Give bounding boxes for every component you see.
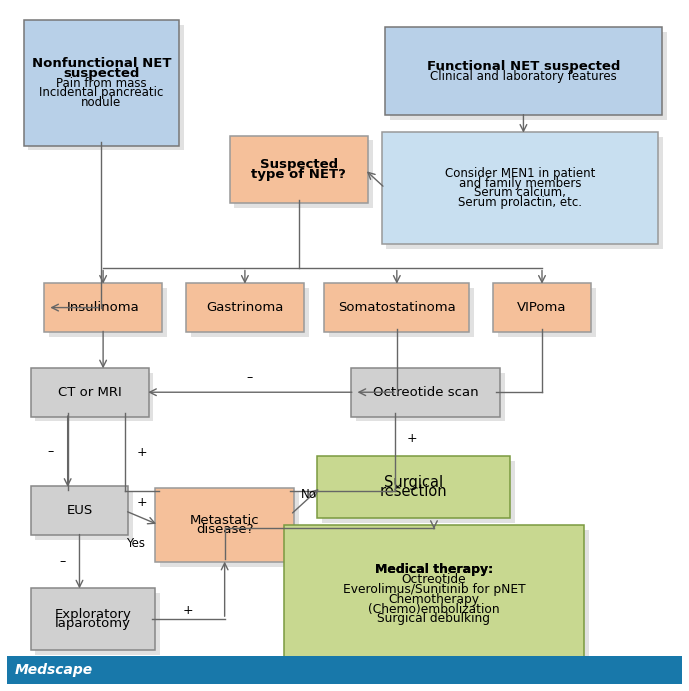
Text: Clinical and laboratory features: Clinical and laboratory features	[430, 70, 617, 83]
FancyBboxPatch shape	[156, 488, 294, 562]
Text: Exploratory: Exploratory	[54, 607, 132, 621]
FancyBboxPatch shape	[229, 135, 368, 203]
FancyBboxPatch shape	[7, 656, 682, 684]
FancyBboxPatch shape	[329, 288, 474, 337]
FancyBboxPatch shape	[30, 486, 128, 535]
Text: Gastrinoma: Gastrinoma	[206, 301, 284, 314]
FancyBboxPatch shape	[382, 132, 659, 244]
FancyBboxPatch shape	[284, 525, 584, 664]
Text: VIPoma: VIPoma	[517, 301, 567, 314]
FancyBboxPatch shape	[493, 283, 591, 332]
FancyBboxPatch shape	[385, 27, 662, 115]
Text: Chemotherapy: Chemotherapy	[389, 593, 480, 606]
FancyBboxPatch shape	[325, 283, 469, 332]
Text: resection: resection	[380, 484, 448, 500]
FancyBboxPatch shape	[318, 456, 510, 518]
Text: Functional NET suspected: Functional NET suspected	[426, 60, 620, 73]
Text: Octreotide scan: Octreotide scan	[373, 386, 478, 399]
Text: Pain from mass: Pain from mass	[56, 77, 147, 90]
Text: nodule: nodule	[81, 96, 121, 109]
Text: Octreotide: Octreotide	[402, 573, 466, 586]
Text: (Chemo)embolization: (Chemo)embolization	[368, 603, 500, 616]
FancyBboxPatch shape	[160, 493, 298, 567]
Text: suspected: suspected	[63, 67, 140, 79]
FancyBboxPatch shape	[289, 530, 589, 668]
Text: Serum prolactin, etc.: Serum prolactin, etc.	[458, 196, 582, 209]
FancyBboxPatch shape	[234, 140, 373, 208]
FancyBboxPatch shape	[44, 283, 162, 332]
Text: +: +	[136, 446, 147, 459]
Text: Incidental pancreatic: Incidental pancreatic	[39, 86, 163, 100]
Text: EUS: EUS	[66, 504, 92, 518]
FancyBboxPatch shape	[322, 461, 515, 523]
FancyBboxPatch shape	[35, 491, 133, 540]
Text: Serum calcium,: Serum calcium,	[474, 187, 566, 200]
FancyBboxPatch shape	[49, 288, 167, 337]
Text: Yes: Yes	[126, 537, 145, 550]
Text: Surgical: Surgical	[384, 475, 443, 490]
FancyBboxPatch shape	[186, 283, 304, 332]
Text: type of NET?: type of NET?	[251, 168, 347, 181]
FancyBboxPatch shape	[356, 372, 504, 422]
Text: Metastatic: Metastatic	[190, 513, 260, 527]
Text: Insulinoma: Insulinoma	[67, 301, 139, 314]
FancyBboxPatch shape	[387, 137, 664, 249]
Text: Surgical debulking: Surgical debulking	[378, 612, 491, 625]
Text: Medical therapy:: Medical therapy:	[375, 563, 493, 576]
Text: Consider MEN1 in patient: Consider MEN1 in patient	[445, 167, 595, 180]
Text: +: +	[407, 432, 418, 445]
Text: –: –	[247, 371, 253, 384]
Text: laparotomy: laparotomy	[55, 618, 131, 630]
Text: and family members: and family members	[459, 177, 582, 189]
FancyBboxPatch shape	[497, 288, 596, 337]
FancyBboxPatch shape	[28, 25, 184, 151]
FancyBboxPatch shape	[23, 21, 179, 146]
Text: Medical therapy:: Medical therapy:	[375, 563, 493, 576]
FancyBboxPatch shape	[30, 588, 156, 650]
FancyBboxPatch shape	[35, 593, 160, 655]
Text: CT or MRI: CT or MRI	[58, 386, 121, 399]
FancyBboxPatch shape	[191, 288, 309, 337]
Text: Somatostatinoma: Somatostatinoma	[338, 301, 455, 314]
Text: No: No	[300, 488, 316, 501]
Text: –: –	[59, 555, 65, 568]
FancyBboxPatch shape	[390, 32, 666, 120]
FancyBboxPatch shape	[351, 368, 500, 417]
Text: disease?: disease?	[196, 523, 254, 536]
Text: Medscape: Medscape	[15, 663, 93, 677]
FancyBboxPatch shape	[30, 368, 149, 417]
Text: Nonfunctional NET: Nonfunctional NET	[32, 57, 171, 70]
Text: Everolimus/Sunitinib for pNET: Everolimus/Sunitinib for pNET	[342, 583, 525, 596]
Text: +: +	[136, 496, 147, 509]
Text: +: +	[183, 605, 194, 618]
Text: Suspected: Suspected	[260, 158, 338, 171]
FancyBboxPatch shape	[35, 372, 154, 422]
Text: –: –	[48, 445, 54, 458]
